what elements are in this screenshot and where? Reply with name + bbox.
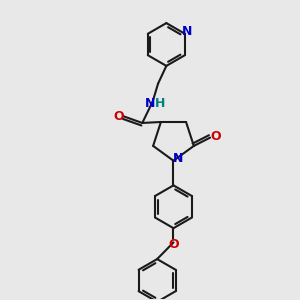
Text: H: H	[155, 97, 165, 110]
Text: O: O	[168, 238, 179, 251]
Text: O: O	[210, 130, 221, 143]
Text: O: O	[113, 110, 124, 123]
Text: N: N	[182, 25, 192, 38]
Text: N: N	[145, 98, 155, 110]
Text: N: N	[173, 152, 184, 165]
